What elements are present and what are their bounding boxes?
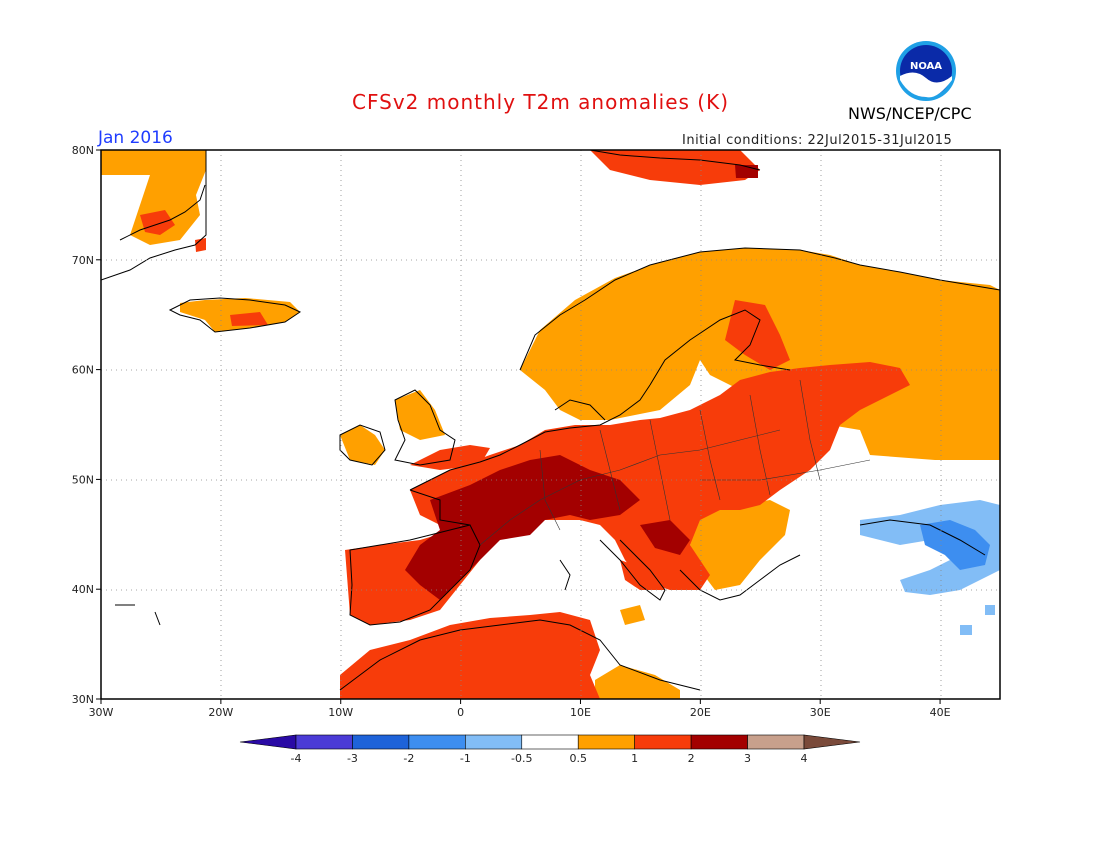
colorbar-segment: [408, 734, 466, 750]
colorbar: -4 -3 -2 -1 -0.5 0.5 1 2 3 4: [239, 734, 861, 765]
x-tick-label: 20W: [208, 706, 233, 719]
x-tick-label: 30W: [89, 706, 114, 719]
anomaly-minus-0.5-minus-1-regions: [860, 500, 1000, 635]
colorbar-segment: [747, 734, 805, 750]
colorbar-label: -1: [460, 752, 471, 765]
colorbar-label: -4: [291, 752, 302, 765]
colorbar-label: -2: [403, 752, 414, 765]
anomaly-2-3-regions: [405, 165, 758, 600]
map-frame: [100, 149, 1001, 700]
colorbar-right-arrow: [803, 734, 861, 750]
y-tick-label: 80N: [72, 144, 94, 157]
logo-text: NOAA: [910, 61, 942, 72]
y-tick-label: 70N: [72, 254, 94, 267]
colorbar-label: -3: [347, 752, 358, 765]
anomaly-minus-1-minus-2-regions: [920, 520, 990, 570]
colorbar-label: 0.5: [569, 752, 587, 765]
colorbar-segment: [690, 734, 748, 750]
y-tick-label: 50N: [72, 473, 94, 486]
y-tick-label: 40N: [72, 583, 94, 596]
anomaly-shading: [101, 150, 1000, 699]
noaa-logo-icon: NOAA: [896, 41, 956, 101]
x-tick-label: 30E: [810, 706, 831, 719]
coastlines: [101, 150, 1000, 691]
colorbar-segment: [465, 734, 523, 750]
colorbar-left-arrow: [239, 734, 297, 750]
colorbar-label: 4: [801, 752, 808, 765]
colorbar-segment: [634, 734, 692, 750]
y-tick-label: 30N: [72, 693, 94, 706]
country-borders: [479, 379, 871, 546]
colorbar-segment: [521, 734, 579, 750]
colorbar-label: -0.5: [511, 752, 532, 765]
colorbar-label: 3: [744, 752, 751, 765]
figure-title: CFSv2 monthly T2m anomalies (K): [352, 90, 729, 114]
forecast-month: Jan 2016: [98, 128, 173, 148]
colorbar-segment: [577, 734, 635, 750]
x-tick-label: 0: [457, 706, 464, 719]
x-tick-label: 10E: [570, 706, 591, 719]
x-tick-label: 10W: [328, 706, 353, 719]
colorbar-label: 1: [631, 752, 638, 765]
x-tick-label: 40E: [930, 706, 951, 719]
x-tick-label: 20E: [690, 706, 711, 719]
map-axes: 30W 20W 10W 0 10E 20E 30E 40E 80N 70N 60N 50N 40N 30N: [72, 144, 951, 719]
colorbar-label: 2: [688, 752, 695, 765]
colorbar-segment: [295, 734, 353, 750]
colorbar-segment: [352, 734, 410, 750]
agency-label: NWS/NCEP/CPC: [848, 104, 972, 123]
y-tick-label: 60N: [72, 364, 94, 377]
initial-conditions: Initial conditions: 22Jul2015-31Jul2015: [682, 133, 953, 148]
